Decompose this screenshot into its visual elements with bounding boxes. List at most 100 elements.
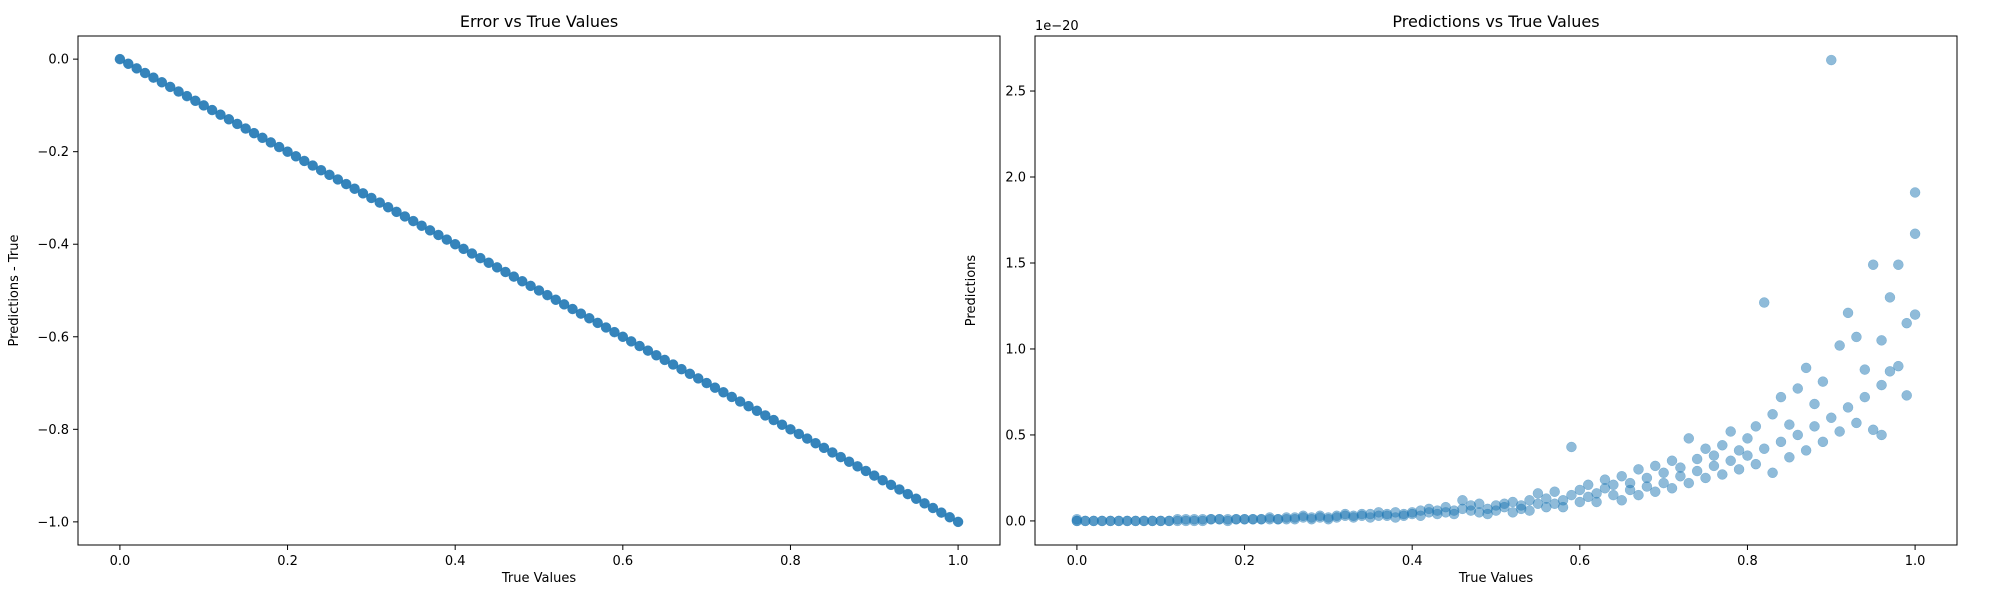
data-point [1608, 489, 1619, 501]
data-point [1675, 462, 1686, 473]
data-point [240, 123, 251, 134]
data-point [1800, 445, 1812, 456]
data-point [1717, 440, 1728, 451]
data-point [1851, 417, 1862, 429]
predictions-vs-true-chart: Predictions vs True Values 0.0 0.2 0.4 0.6 0.… [964, 12, 1958, 586]
data-point [382, 201, 394, 213]
data-point [1574, 496, 1586, 508]
data-point [1608, 479, 1619, 491]
data-point [1515, 500, 1527, 511]
data-point [1499, 501, 1510, 513]
data-point [458, 243, 469, 255]
y-tick-label: 2.5 [1005, 85, 1026, 100]
data-point [919, 498, 930, 509]
data-point [332, 174, 344, 185]
data-point [156, 77, 168, 88]
data-point [1633, 464, 1644, 475]
data-point [257, 132, 268, 144]
data-point [1658, 467, 1669, 479]
data-point [542, 289, 553, 301]
data-point [726, 391, 738, 403]
data-point [1633, 489, 1644, 501]
data-point [659, 354, 670, 366]
data-point [894, 484, 905, 495]
data-point [567, 303, 578, 315]
data-point [718, 387, 729, 398]
x-tick-label: 0.2 [1234, 554, 1255, 569]
data-point [860, 465, 872, 477]
data-point [1884, 292, 1896, 303]
data-point [1691, 453, 1703, 465]
data-point [181, 90, 193, 102]
data-point [1901, 390, 1912, 401]
scatter-points [1071, 54, 1921, 527]
data-point [1708, 460, 1720, 472]
data-point [835, 451, 846, 463]
data-point [483, 257, 494, 268]
data-point [198, 100, 209, 111]
data-point [1784, 452, 1795, 463]
data-point [424, 225, 436, 236]
data-point [1448, 508, 1460, 520]
data-point [1800, 362, 1812, 374]
y-tick-label: −0.6 [37, 330, 69, 345]
data-point [1792, 429, 1803, 441]
data-point [475, 252, 486, 264]
data-point [1742, 450, 1753, 461]
data-point [1758, 443, 1770, 454]
data-point [1901, 317, 1912, 329]
data-point [1582, 479, 1594, 491]
data-point [852, 461, 863, 472]
data-point [651, 350, 662, 361]
y-tick-label: −0.2 [37, 145, 69, 160]
data-point [827, 447, 838, 458]
y-tick-label: −0.8 [37, 423, 69, 438]
chart-title: Predictions vs True Values [1392, 12, 1599, 31]
data-point [232, 118, 243, 130]
data-point [1541, 493, 1552, 504]
data-point [190, 95, 201, 107]
x-axis-label: True Values [1458, 571, 1533, 586]
x-tick-label: 0.0 [1067, 554, 1088, 569]
data-point [516, 276, 528, 287]
x-tick-label: 0.0 [110, 554, 131, 569]
data-point [600, 322, 612, 333]
data-point [1792, 383, 1803, 394]
data-point [776, 419, 788, 430]
data-point [1616, 470, 1627, 482]
x-tick-label: 1.0 [1905, 554, 1926, 569]
data-point [1750, 458, 1762, 470]
data-point [223, 114, 235, 125]
error-vs-true-chart: Error vs True Values 0.0 0.2 0.4 0.6 0.8 1.0 0.… [7, 12, 1001, 586]
x-tick-label: 0.2 [277, 554, 298, 569]
data-point [1624, 477, 1636, 489]
data-point [1834, 426, 1845, 437]
data-point [533, 285, 545, 296]
data-point [1650, 460, 1661, 472]
data-point [877, 474, 888, 486]
data-point [508, 271, 520, 282]
data-point [760, 410, 771, 421]
data-point [324, 169, 335, 181]
data-point [206, 104, 218, 116]
data-point [910, 493, 922, 504]
data-point [399, 211, 411, 222]
data-point [1826, 412, 1837, 423]
data-point [701, 377, 712, 389]
data-point [491, 262, 503, 273]
data-point [525, 280, 536, 292]
data-point [123, 58, 134, 70]
y-tick-label: −1.0 [37, 515, 69, 530]
data-point [768, 414, 779, 426]
data-point [1859, 364, 1871, 375]
data-point [818, 442, 830, 454]
data-point [793, 428, 805, 440]
data-point [801, 433, 813, 444]
data-point [1599, 474, 1611, 485]
data-point [164, 81, 176, 93]
data-point [1725, 455, 1736, 466]
data-point [1473, 498, 1485, 509]
data-point [936, 507, 947, 518]
data-point [1742, 433, 1753, 444]
